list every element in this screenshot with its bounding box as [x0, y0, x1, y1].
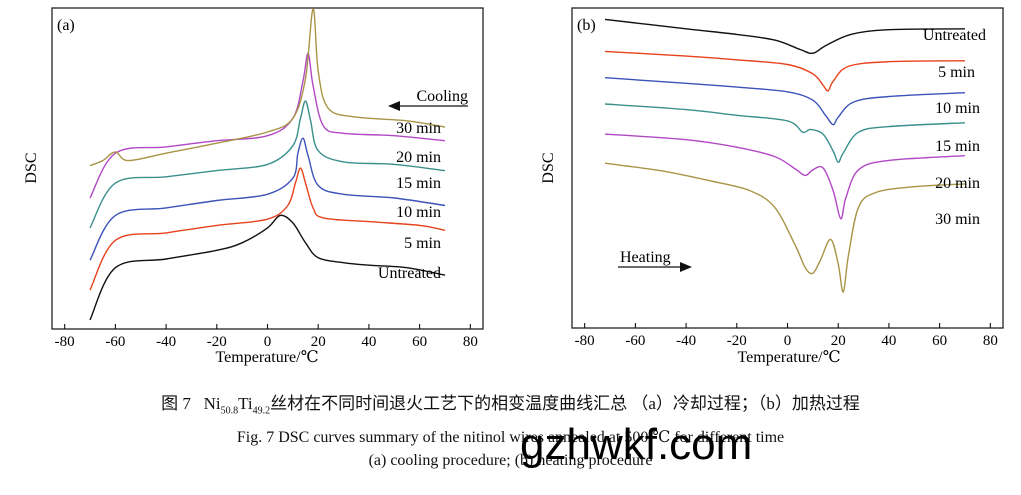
series-label-20-min: 20 min: [935, 175, 980, 192]
dsc-curve-10-min: [89, 137, 446, 261]
panel-a-x-axis: -80 -60 -40 -20 0 20 40 60 80: [55, 324, 478, 350]
x-tick-label: 40: [361, 334, 376, 350]
x-tick-label: 20: [311, 334, 326, 350]
dsc-curve-untreated: [89, 214, 446, 321]
series-label-30-min: 30 min: [935, 211, 980, 228]
x-tick-label: 20: [831, 333, 846, 349]
dsc-curve-30-min: [89, 8, 446, 167]
dsc-curve-5-min: [604, 50, 966, 92]
x-tick-label: 40: [881, 333, 896, 349]
panel-a-curves: [89, 8, 446, 321]
heating-indicator: Heating: [618, 249, 692, 272]
panel-b-label: (b): [577, 17, 596, 34]
x-tick-label: -60: [625, 333, 645, 349]
x-tick-label: -60: [105, 334, 125, 350]
figure: (a) DSC Temperature/℃ -80 -60 -40 -20 0 20 40 6…: [23, 7, 1004, 366]
panel-b-series-labels: Untreated 5 min 10 min 15 min 20 min 30 min: [923, 27, 986, 228]
x-tick-label: 80: [983, 333, 998, 349]
panel-b-frame: [571, 7, 1004, 329]
dsc-curve-15-min: [604, 103, 966, 163]
x-tick-label: 60: [412, 334, 427, 350]
series-label-10-min: 10 min: [935, 100, 980, 117]
x-tick-label: -20: [727, 333, 747, 349]
panel-b-heating: (b) DSC Temperature/℃ -80 -60 -40 -20 0 20 40 6…: [540, 7, 1004, 366]
caption-english-line1: Fig. 7 DSC curves summary of the nitinol…: [236, 429, 785, 446]
dsc-curve-20-min: [89, 52, 446, 199]
watermark-text: gzhwkf.com: [520, 420, 753, 469]
dsc-curve-30-min: [604, 162, 966, 293]
caption-english-line2: (a) cooling procedure; (b) heating proce…: [368, 452, 653, 469]
series-label-20-min: 20 min: [396, 149, 441, 166]
panel-a-cooling: (a) DSC Temperature/℃ -80 -60 -40 -20 0 20 40 6…: [23, 7, 484, 366]
heating-arrow-head: [680, 262, 692, 272]
panel-b-xlabel: Temperature/℃: [738, 349, 841, 366]
formula-ti: Ti: [238, 394, 253, 413]
x-tick-label: 0: [264, 334, 272, 350]
x-tick-label: -20: [207, 334, 227, 350]
dsc-curve-10-min: [604, 77, 966, 126]
panel-b-ylabel: DSC: [540, 152, 557, 183]
caption-chinese: 图 7 Ni50.8Ti49.2丝材在不同时间退火工艺下的相变温度曲线汇总 （a…: [0, 389, 1021, 416]
series-label-15-min: 15 min: [396, 175, 441, 192]
caption-cn-text: 丝材在不同时间退火工艺下的相变温度曲线汇总 （a）冷却过程；（b）加热过程: [270, 394, 860, 413]
panel-a-label: (a): [57, 17, 75, 34]
panel-a-ylabel: DSC: [23, 152, 40, 183]
formula-ni-sub: 50.8: [220, 405, 239, 417]
series-label-5-min: 5 min: [404, 235, 441, 252]
series-label-30-min: 30 min: [396, 120, 441, 137]
x-tick-label: 80: [463, 334, 478, 350]
panel-b-curves: [604, 18, 966, 293]
x-tick-label: -80: [55, 334, 75, 350]
x-tick-label: -80: [575, 333, 595, 349]
caption-cn-prefix: 图 7: [161, 394, 191, 413]
dsc-curve-5-min: [89, 167, 446, 291]
formula-ti-sub: 49.2: [252, 405, 271, 417]
heating-label: Heating: [620, 249, 671, 266]
x-tick-label: -40: [676, 333, 696, 349]
cooling-arrow-head: [388, 101, 400, 111]
dsc-curve-15-min: [89, 100, 446, 229]
cooling-label: Cooling: [416, 88, 468, 105]
series-label-5-min: 5 min: [938, 64, 975, 81]
panel-b-x-axis: -80 -60 -40 -20 0 20 40 60 80: [575, 323, 998, 349]
series-label-15-min: 15 min: [935, 138, 980, 155]
dsc-curve-20-min: [604, 133, 966, 220]
caption-cn-formula: Ni50.8Ti49.2: [203, 394, 271, 417]
x-tick-label: -40: [156, 334, 176, 350]
x-tick-label: 0: [784, 333, 792, 349]
series-label-10-min: 10 min: [396, 204, 441, 221]
cooling-indicator: Cooling: [388, 88, 468, 111]
panel-a-xlabel: Temperature/℃: [216, 349, 319, 366]
formula-ni: Ni: [203, 394, 221, 413]
series-label-untreated: Untreated: [923, 27, 986, 44]
dsc-curve-untreated: [604, 18, 966, 55]
x-tick-label: 60: [932, 333, 947, 349]
panel-a-series-labels: Untreated 5 min 10 min 15 min 20 min 30 min: [378, 120, 441, 282]
series-label-untreated: Untreated: [378, 265, 441, 282]
